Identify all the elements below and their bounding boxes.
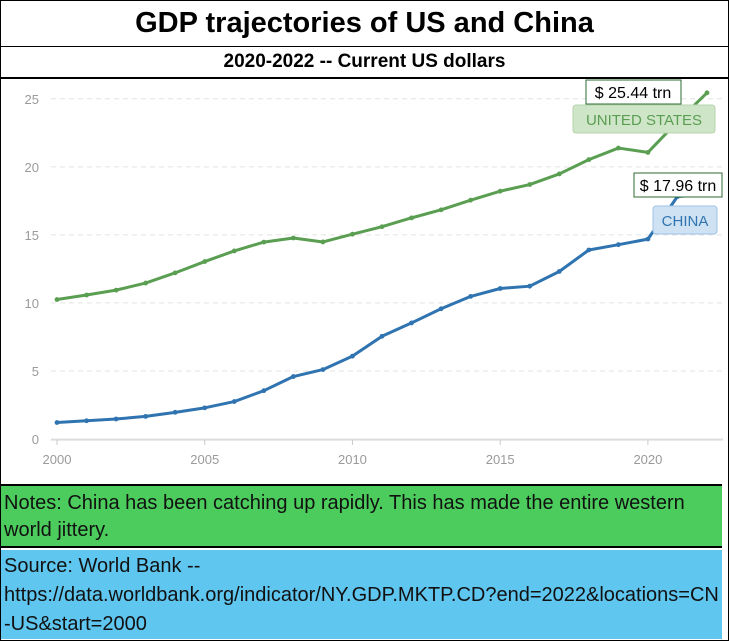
china-series-label-box <box>652 205 718 235</box>
y-tick-label: 20 <box>25 160 39 175</box>
y-tick-label: 10 <box>25 296 39 311</box>
y-tick-label: 0 <box>32 432 39 447</box>
china-callout-value: $ 17.96 trn <box>640 178 717 195</box>
data-point <box>54 297 60 302</box>
x-tick-label: 2005 <box>190 452 219 467</box>
data-point <box>290 374 296 379</box>
y-tick-label: 25 <box>25 92 39 107</box>
data-point <box>202 405 208 411</box>
data-point <box>143 280 149 286</box>
us-series-label: UNITED STATES <box>586 112 702 129</box>
us-callout-value: $ 25.44 trn <box>595 85 672 102</box>
line-chart: 0 5 10 15 20 25 2000 2005 2010 2015 2020 UNITED STA… <box>25 79 723 467</box>
data-point <box>704 90 710 96</box>
data-point <box>320 239 326 245</box>
data-point <box>556 171 562 177</box>
data-point <box>645 236 651 242</box>
data-point <box>320 367 326 372</box>
data-point <box>409 215 414 221</box>
data-point <box>172 270 178 276</box>
data-point <box>615 242 621 248</box>
x-tick-label: 2020 <box>633 452 662 467</box>
data-point <box>261 239 267 245</box>
data-point <box>527 283 533 289</box>
data-point <box>527 182 533 187</box>
data-point <box>84 418 89 424</box>
data-point <box>290 235 296 241</box>
chart-title: GDP trajectories of US and China <box>1 1 728 47</box>
x-tick-label: 2000 <box>43 452 72 467</box>
x-tick-label: 2010 <box>338 452 367 467</box>
data-point <box>379 224 385 230</box>
y-tick-label: 15 <box>25 228 39 243</box>
y-tick-label: 5 <box>32 364 39 379</box>
data-point <box>468 293 474 299</box>
us-callout-box <box>585 79 682 105</box>
data-point <box>586 247 592 253</box>
data-point <box>468 197 474 203</box>
source-url[interactable]: https://data.worldbank.org/indicator/NY.… <box>4 584 719 635</box>
data-point <box>113 416 119 422</box>
data-point <box>438 306 444 312</box>
data-point <box>379 333 385 339</box>
data-point <box>350 231 355 237</box>
source-box: Source: World Bank -- https://data.world… <box>1 550 722 639</box>
data-point <box>438 207 444 213</box>
data-point <box>586 157 592 163</box>
data-point <box>645 150 651 155</box>
china-callout-box <box>633 172 723 198</box>
data-point <box>231 399 237 404</box>
data-point <box>202 259 208 264</box>
data-point <box>409 320 414 326</box>
data-point <box>54 420 60 425</box>
us-series-label-box <box>572 104 716 134</box>
data-point <box>113 287 119 293</box>
x-tick-label: 2015 <box>486 452 515 467</box>
data-point <box>231 248 237 254</box>
data-point <box>143 414 149 419</box>
data-point <box>497 188 503 194</box>
data-point <box>84 292 89 298</box>
data-point <box>261 388 267 394</box>
data-point <box>172 409 178 415</box>
chart-subtitle: 2020-2022 -- Current US dollars <box>1 47 728 79</box>
data-point <box>615 145 621 151</box>
data-point <box>497 286 503 291</box>
data-point <box>556 269 562 274</box>
data-point <box>350 353 355 359</box>
notes-box: Notes: China has been catching up rapidl… <box>1 484 722 548</box>
china-series-label: CHINA <box>662 213 709 230</box>
source-label: Source: World Bank -- <box>4 555 201 577</box>
